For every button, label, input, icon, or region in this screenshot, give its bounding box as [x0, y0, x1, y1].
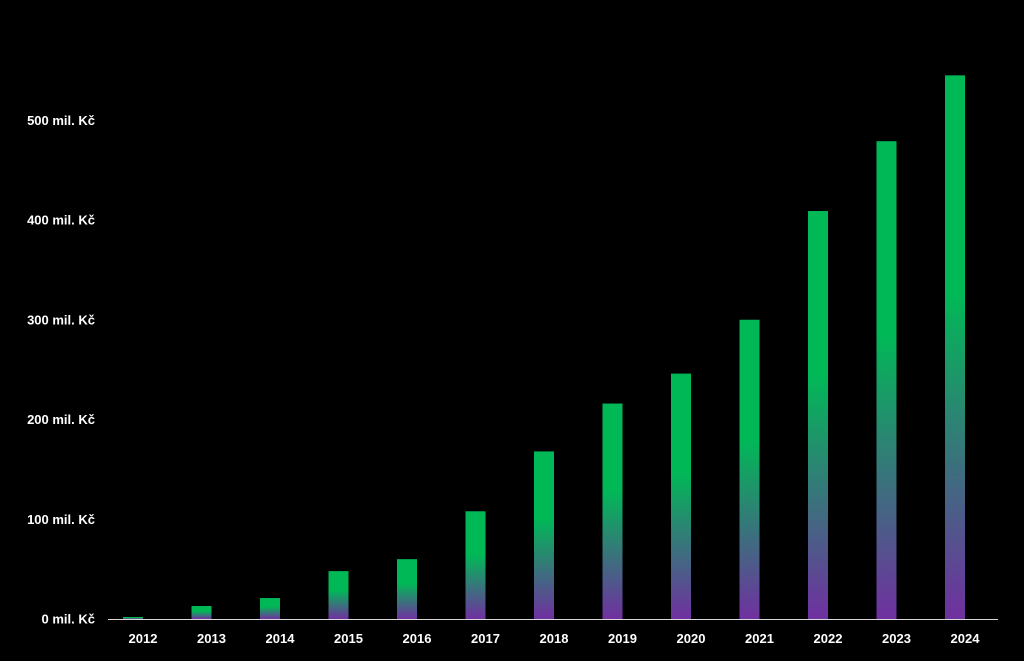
- x-tick-label: 2019: [608, 631, 637, 646]
- x-tick-label: 2023: [882, 631, 911, 646]
- bar-2018: [534, 451, 554, 619]
- y-tick-label: 400 mil. Kč: [27, 213, 95, 228]
- bar-2021: [739, 319, 760, 619]
- y-tick-label: 500 mil. Kč: [27, 113, 95, 128]
- y-tick-label: 0 mil. Kč: [42, 612, 95, 627]
- bar-2019: [602, 403, 623, 619]
- y-tick-label: 100 mil. Kč: [27, 512, 95, 527]
- bar-2013: [191, 606, 212, 619]
- x-tick-label: 2014: [266, 631, 296, 646]
- bars: [123, 75, 965, 620]
- x-tick-label: 2022: [814, 631, 843, 646]
- x-tick-label: 2020: [677, 631, 706, 646]
- bar-2014: [260, 598, 280, 619]
- bar-2020: [671, 373, 691, 619]
- x-tick-label: 2018: [540, 631, 569, 646]
- bar-2017: [465, 511, 486, 619]
- y-tick-label: 200 mil. Kč: [27, 412, 95, 427]
- bar-2022: [808, 211, 828, 619]
- x-tick-label: 2024: [951, 631, 981, 646]
- x-tick-label: 2016: [403, 631, 432, 646]
- bar-2012: [123, 617, 143, 619]
- x-tick-label: 2013: [197, 631, 226, 646]
- x-tick-label: 2021: [745, 631, 774, 646]
- y-axis-ticks: 0 mil. Kč 100 mil. Kč 200 mil. Kč 300 mil. …: [27, 113, 95, 627]
- bar-2024: [945, 75, 965, 620]
- x-tick-label: 2015: [334, 631, 363, 646]
- x-tick-label: 2017: [471, 631, 500, 646]
- bar-2023: [876, 141, 897, 619]
- bar-2016: [397, 559, 417, 619]
- bar-2015: [328, 571, 349, 619]
- y-tick-label: 300 mil. Kč: [27, 312, 95, 327]
- x-tick-label: 2012: [129, 631, 158, 646]
- x-axis-ticks: 2012 2013 2014 2015 2016 2017 2018 2019 2020 2021…: [129, 631, 981, 646]
